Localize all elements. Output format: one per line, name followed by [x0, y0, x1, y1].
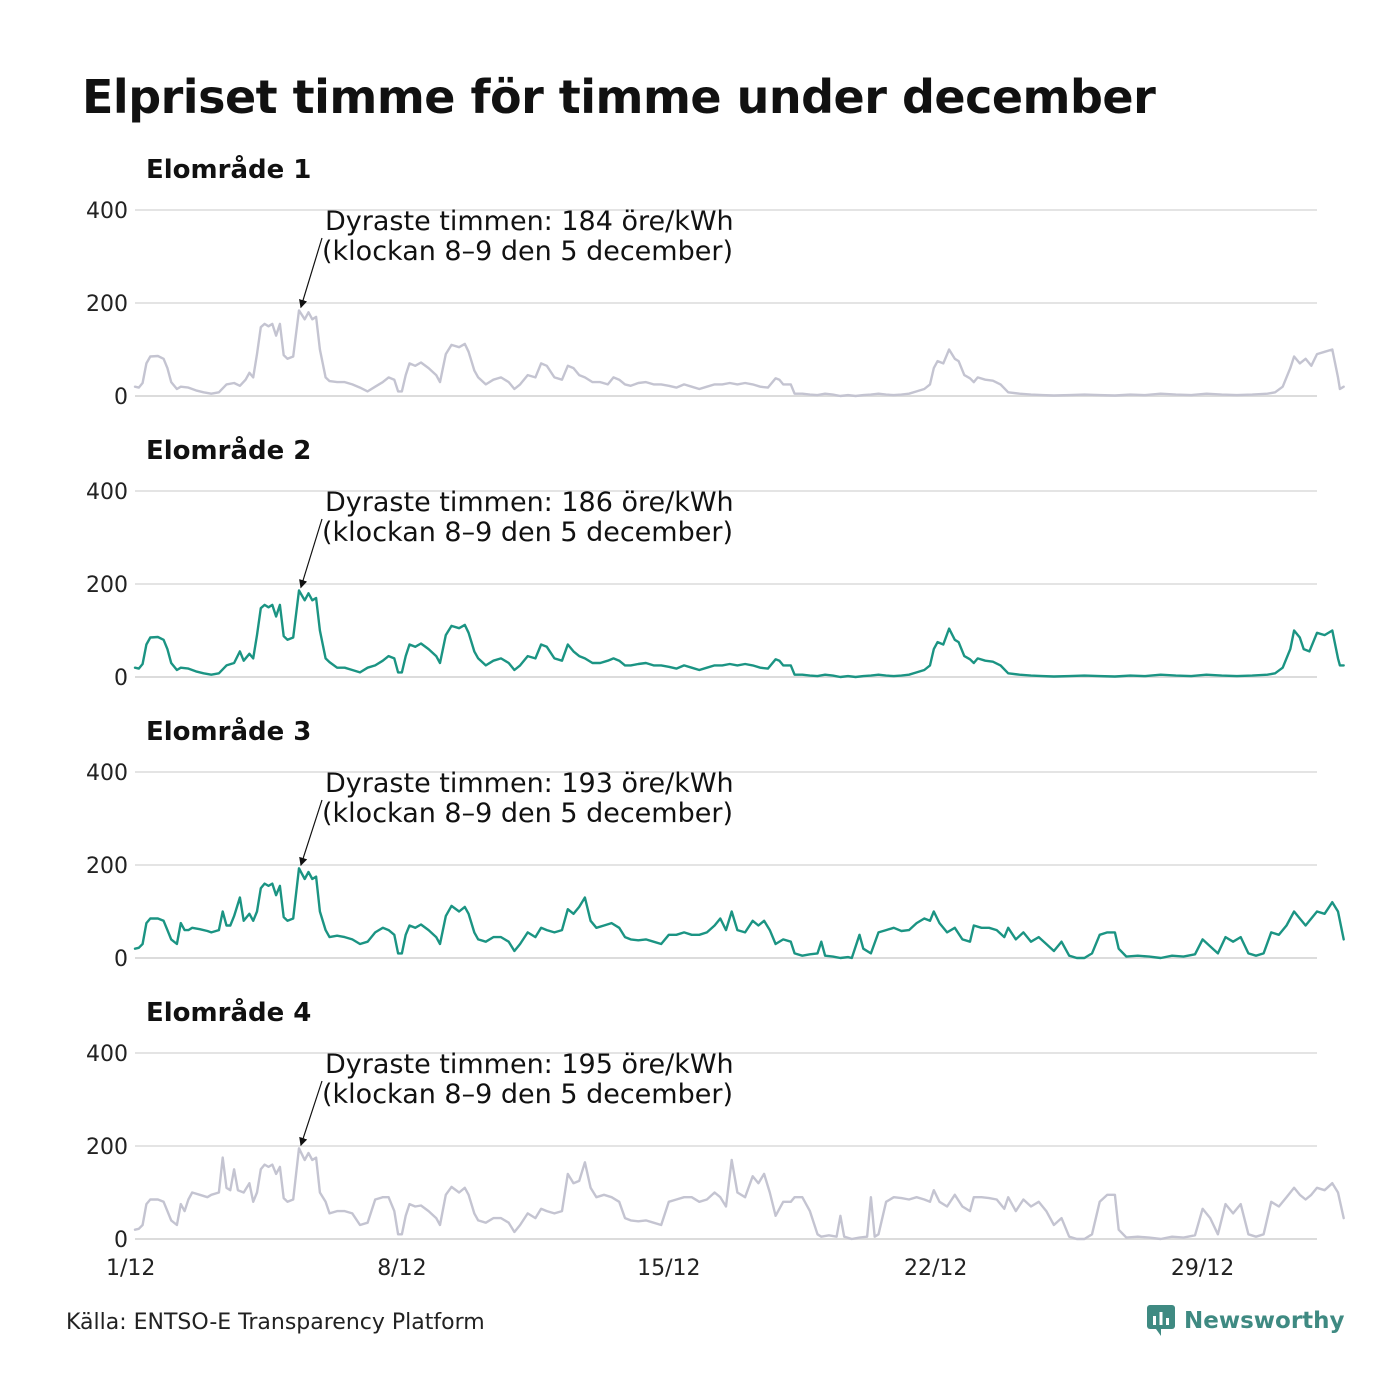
price-line [133, 309, 1345, 398]
panel-title: Elområde 2 [146, 434, 311, 466]
panel-title: Elområde 3 [146, 715, 311, 747]
charts-svg: Elområde 1 0 200 400 Dyraste timmen: 184 öre… [86, 153, 1345, 1281]
y-tick-label: 0 [114, 666, 128, 691]
y-tick-label: 200 [86, 854, 128, 879]
y-tick-label: 0 [114, 1228, 128, 1253]
price-line [133, 589, 1345, 679]
y-tick-label: 200 [86, 292, 128, 317]
x-tick-label: 15/12 [637, 1256, 700, 1281]
annotation-line-1: Dyraste timmen: 186 öre/kWh [325, 487, 734, 518]
annotation-line-2: (klockan 8–9 den 5 december) [322, 1079, 733, 1110]
newsworthy-logo-icon [1147, 1305, 1175, 1336]
price-line [133, 867, 1345, 960]
y-tick-label: 0 [114, 385, 128, 410]
x-tick-label: 22/12 [904, 1256, 967, 1281]
annotation-arrow [299, 1080, 323, 1147]
y-tick-label: 400 [86, 199, 128, 224]
annotation-line-1: Dyraste timmen: 195 öre/kWh [325, 1049, 734, 1080]
annotation-line-2: (klockan 8–9 den 5 december) [322, 236, 733, 267]
annotation-arrow [299, 237, 323, 309]
source-note: Källa: ENTSO-E Transparency Platform [66, 1310, 485, 1335]
x-tick-label: 29/12 [1171, 1256, 1234, 1281]
brand-name: Newsworthy [1184, 1308, 1345, 1334]
annotation-line-2: (klockan 8–9 den 5 december) [322, 798, 733, 829]
y-tick-label: 200 [86, 1135, 128, 1160]
annotation-line-1: Dyraste timmen: 184 öre/kWh [325, 206, 734, 237]
y-tick-label: 400 [86, 1042, 128, 1067]
annotation-arrow [299, 518, 323, 589]
x-tick-label: 1/12 [106, 1256, 155, 1281]
annotation-line-1: Dyraste timmen: 193 öre/kWh [325, 768, 734, 799]
y-tick-label: 400 [86, 480, 128, 505]
panel-title: Elområde 1 [146, 153, 311, 185]
annotation-line-2: (klockan 8–9 den 5 december) [322, 517, 733, 548]
annotation-arrow [299, 799, 323, 867]
y-tick-label: 200 [86, 573, 128, 598]
x-tick-label: 8/12 [377, 1256, 426, 1281]
brand-logo[interactable]: Newsworthy [1146, 1304, 1345, 1338]
y-tick-label: 0 [114, 947, 128, 972]
price-line [133, 1147, 1345, 1241]
page-title: Elpriset timme för timme under december [82, 70, 1156, 124]
y-tick-label: 400 [86, 761, 128, 786]
panel-title: Elområde 4 [146, 996, 311, 1028]
